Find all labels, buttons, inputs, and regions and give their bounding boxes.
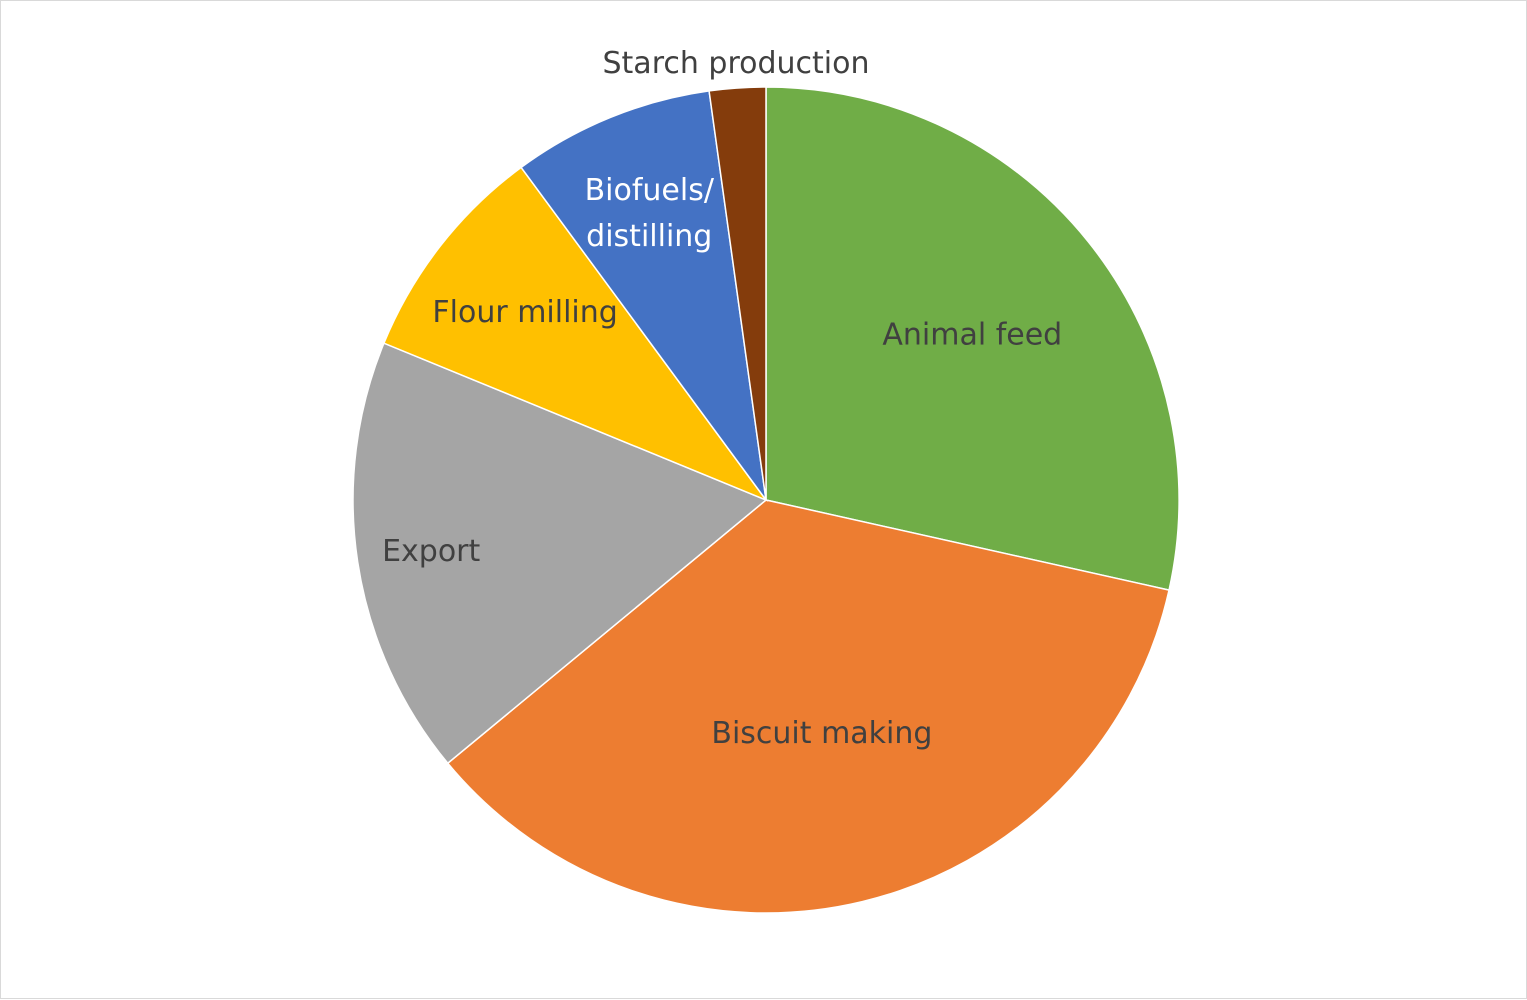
pie-label-animal-feed: Animal feed [882, 318, 1062, 353]
pie-slices [352, 86, 1180, 914]
pie-slice-animal-feed [765, 86, 1180, 591]
pie-slice-biofuels-distilling [520, 90, 767, 501]
pie-slice-starch-production [708, 86, 767, 501]
pie-label-export: Export [382, 534, 480, 569]
pie-slice-biscuit-making [446, 499, 1170, 914]
pie-label-biscuit-making: Biscuit making [711, 716, 932, 751]
pie-label-biofuels-distilling: Biofuels/distilling [585, 173, 715, 254]
pie-labels: Animal feed Biscuit making Export Flour mil… [382, 46, 1062, 751]
pie-slice-export [352, 342, 768, 765]
pie-label-starch-production: Starch production [603, 46, 870, 81]
pie-label-flour-milling: Flour milling [432, 295, 617, 330]
pie-slice-flour-milling [382, 166, 769, 502]
